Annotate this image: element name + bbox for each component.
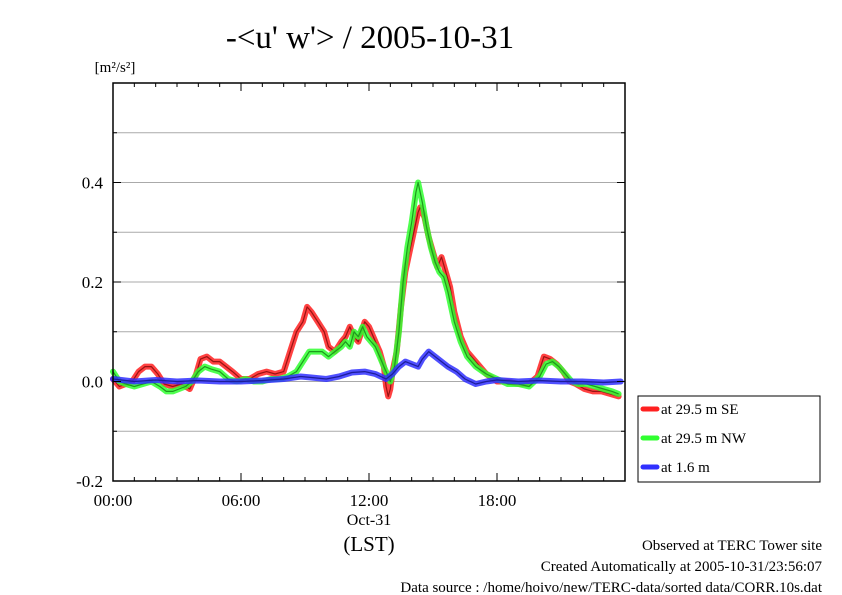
x-tick-label: 06:00 xyxy=(222,491,261,510)
y-axis-unit: [m²/s²] xyxy=(95,60,136,76)
footer-created: Created Automatically at 2005-10-31/23:5… xyxy=(541,559,823,575)
y-tick-labels: -0.2 0.0 0.2 0.4 xyxy=(76,174,103,492)
y-tick-label: 0.4 xyxy=(82,174,104,193)
series-lines xyxy=(110,179,624,400)
x-tick-label: 00:00 xyxy=(94,491,133,510)
footer-source: Data source : /home/hoivo/new/TERC-data/… xyxy=(400,580,822,595)
legend-label-1: at 29.5 m SE xyxy=(661,402,739,418)
legend-items: at 29.5 m SE at 29.5 m NW at 1.6 m xyxy=(640,402,747,476)
x-axis-zone-label: (LST) xyxy=(343,532,394,556)
y-tick-label: 0.2 xyxy=(82,273,103,292)
series-line-3 xyxy=(112,351,621,385)
axis-ticks xyxy=(112,82,626,482)
legend-label-3: at 1.6 m xyxy=(661,460,710,476)
y-tick-label: 0.0 xyxy=(82,373,103,392)
x-axis-date-label: Oct-31 xyxy=(347,512,391,529)
legend-frame xyxy=(637,395,821,483)
chart-title: -<u' w'> / 2005-10-31 xyxy=(226,20,514,56)
legend: at 29.5 m SE at 29.5 m NW at 1.6 m xyxy=(637,395,821,483)
legend-label-2: at 29.5 m NW xyxy=(661,431,747,447)
x-tick-labels: 00:00 06:00 12:00 18:00 xyxy=(94,491,517,510)
footer-observed: Observed at TERC Tower site xyxy=(642,538,822,554)
x-tick-label: 12:00 xyxy=(350,491,389,510)
y-tick-label: -0.2 xyxy=(76,472,103,491)
x-tick-label: 18:00 xyxy=(478,491,517,510)
